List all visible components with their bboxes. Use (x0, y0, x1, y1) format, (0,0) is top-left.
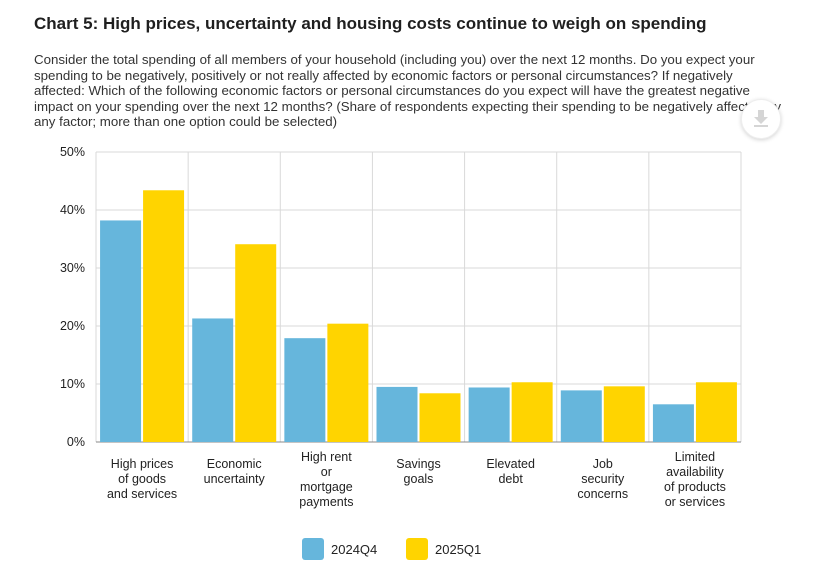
x-tick-label: Economic uncertainty (204, 457, 266, 486)
x-tick-label-line: Elevated (486, 457, 535, 471)
y-tick-label: 20% (60, 319, 85, 333)
x-tick-label: High rent or mortgage payments (299, 450, 353, 509)
bar (235, 244, 277, 442)
x-tick-label-line: security (581, 472, 625, 486)
y-tick-label: 0% (67, 435, 85, 449)
y-tick-label: 40% (60, 203, 85, 217)
x-tick-label: High prices of goods and services (107, 457, 177, 501)
x-tick-label-line: mortgage (300, 480, 353, 494)
legend-label-2025q1: 2025Q1 (435, 541, 482, 557)
x-tick-label-line: availability (666, 465, 724, 479)
bar (511, 382, 553, 442)
x-tick-label-line: High rent (301, 450, 352, 464)
x-tick-label-line: uncertainty (204, 472, 266, 486)
chart-title: Chart 5: High prices, uncertainty and ho… (34, 14, 707, 33)
x-tick-label-line: or (321, 465, 332, 479)
bar (560, 390, 602, 442)
bar (603, 386, 645, 442)
download-icon (754, 110, 768, 127)
y-tick-label: 30% (60, 261, 85, 275)
x-tick-label-line: goals (404, 472, 434, 486)
legend: 2024Q4 2025Q1 (0, 538, 813, 562)
legend-swatch-2025q1 (406, 538, 428, 560)
x-tick-label-line: Limited (675, 450, 715, 464)
x-tick-label-line: or services (665, 495, 725, 509)
bar (284, 338, 326, 442)
x-tick-label-line: Job (593, 457, 613, 471)
x-tick-label-line: debt (498, 472, 523, 486)
x-tick-label: Savings goals (396, 457, 440, 486)
y-tick-label: 10% (60, 377, 85, 391)
x-tick-label-line: High prices (111, 457, 174, 471)
bar (192, 318, 234, 442)
download-button[interactable] (741, 99, 781, 139)
bar (327, 323, 369, 442)
legend-item-2024q4[interactable]: 2024Q4 (302, 538, 377, 560)
x-tick-label-line: Savings (396, 457, 440, 471)
legend-label-2024q4: 2024Q4 (331, 541, 378, 557)
x-tick-label-line: concerns (577, 487, 628, 501)
bar-chart: 0% 10% 20% 30% 40% 50% High prices of goods and … (60, 145, 742, 509)
chart-subtitle: Consider the total spending of all membe… (34, 52, 782, 129)
x-tick-label: Job security concerns (577, 457, 628, 501)
x-tick-label-line: and services (107, 487, 177, 501)
legend-item-2025q1[interactable]: 2025Q1 (406, 538, 481, 560)
legend-swatch-2024q4 (302, 538, 324, 560)
bar (695, 382, 737, 442)
bar (419, 393, 461, 442)
x-tick-label: Limited availability of products or service… (664, 450, 726, 509)
bar (376, 386, 418, 442)
x-tick-label-line: payments (299, 495, 353, 509)
x-tick-label-line: of products (664, 480, 726, 494)
bar (100, 220, 142, 442)
bar (143, 190, 185, 442)
y-tick-label: 50% (60, 145, 85, 159)
x-tick-label-line: of goods (118, 472, 166, 486)
x-tick-label: Elevated debt (486, 457, 535, 486)
bar (468, 387, 510, 442)
bar (652, 404, 694, 442)
x-tick-label-line: Economic (207, 457, 262, 471)
